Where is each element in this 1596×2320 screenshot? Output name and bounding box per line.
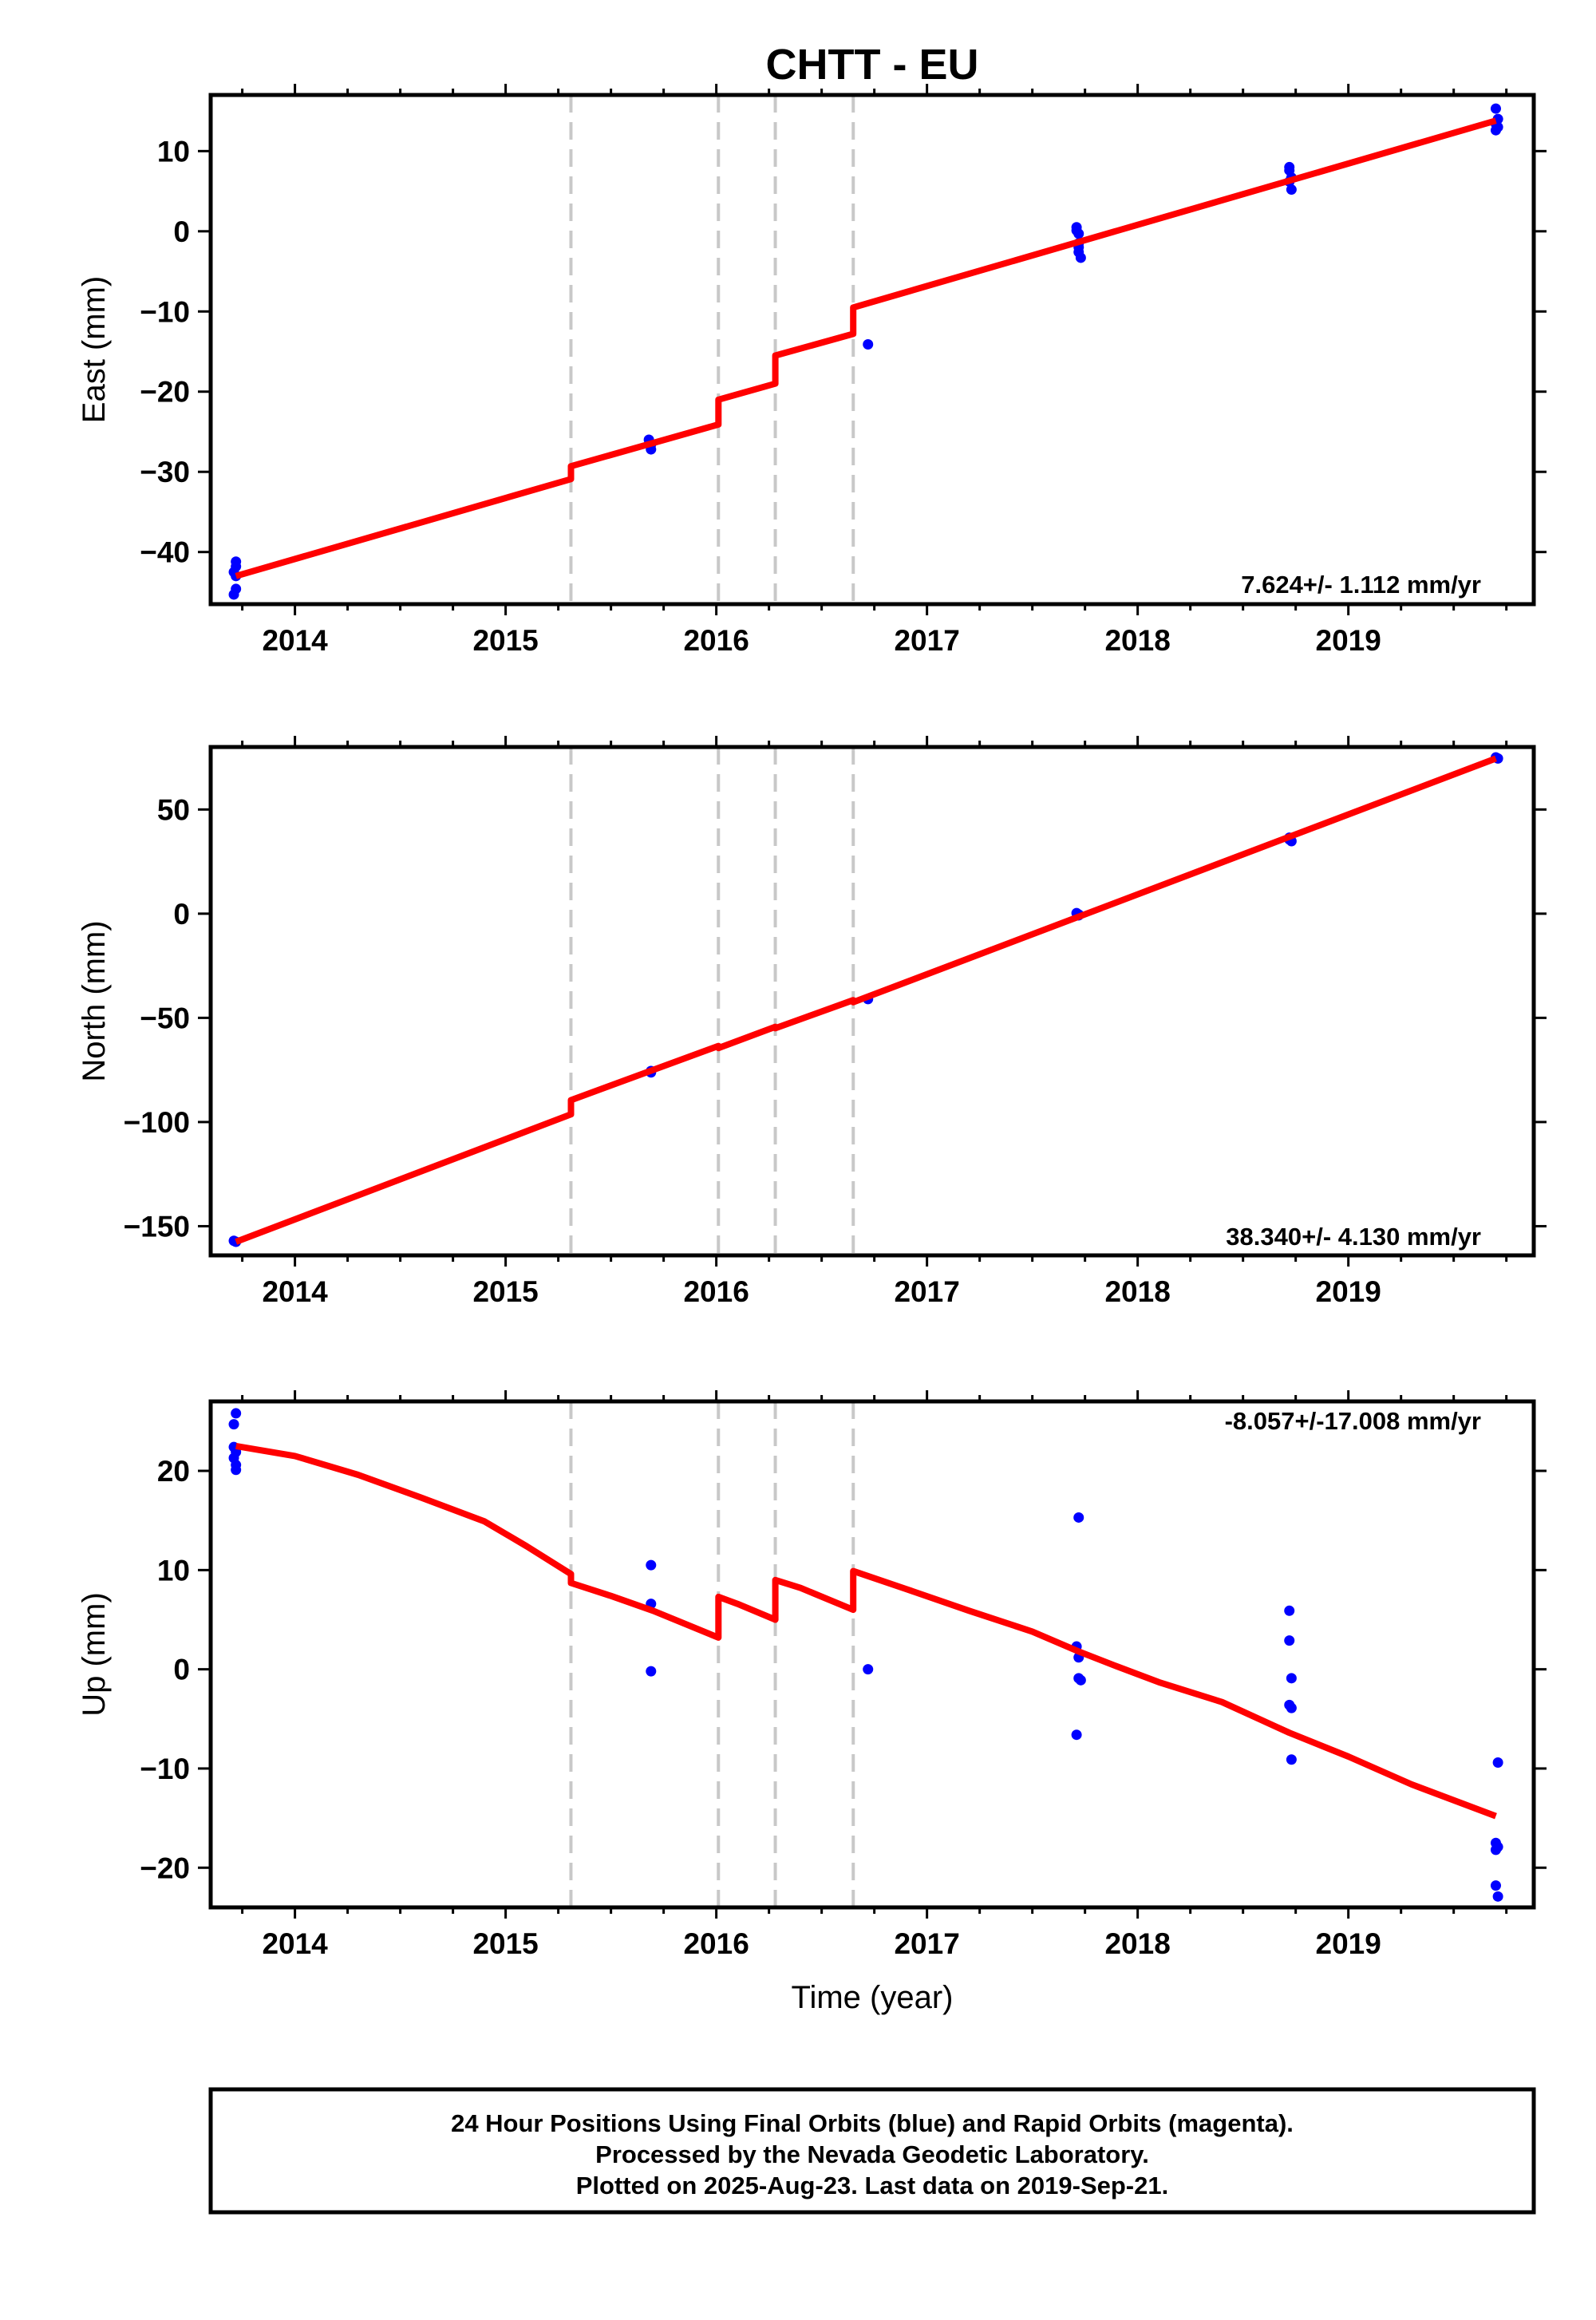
east-y-tick-label: −30 bbox=[140, 456, 190, 488]
footer-line-3: Plotted on 2025-Aug-23. Last data on 201… bbox=[576, 2172, 1168, 2199]
up-y-tick-label: −10 bbox=[140, 1753, 190, 1785]
up-point-17 bbox=[1071, 1729, 1082, 1741]
east-x-tick-label-2014: 2014 bbox=[262, 624, 328, 657]
east-y-tick-label: 0 bbox=[173, 215, 190, 248]
north-x-tick-label-2017: 2017 bbox=[894, 1275, 959, 1308]
east-point-13 bbox=[1073, 228, 1084, 239]
north-y-tick-label: 50 bbox=[157, 793, 190, 826]
east-model-line bbox=[235, 117, 1497, 579]
east-rate-label: 7.624+/- 1.112 mm/yr bbox=[1241, 571, 1481, 599]
north-x-tick-label-2019: 2019 bbox=[1316, 1275, 1381, 1308]
east-point-10 bbox=[863, 338, 874, 350]
up-y-axis-label: Up (mm) bbox=[77, 1592, 112, 1717]
up-y-tick-label: 20 bbox=[157, 1455, 190, 1488]
up-point-20 bbox=[1286, 1673, 1297, 1684]
up-point-2 bbox=[228, 1419, 239, 1430]
up-x-tick-label-2016: 2016 bbox=[683, 1927, 749, 1960]
north-panel: 2014 2015 2016 2017 2018 2019 −150 −100 −50 0 50 No… bbox=[77, 736, 1547, 1308]
up-x-tick-label-2015: 2015 bbox=[472, 1927, 538, 1960]
up-x-tick-label-2017: 2017 bbox=[894, 1927, 959, 1960]
north-x-tick-label-2014: 2014 bbox=[262, 1275, 328, 1308]
east-x-tick-label-2017: 2017 bbox=[894, 624, 959, 657]
up-point-7 bbox=[231, 1464, 242, 1476]
north-y-tick-label: −50 bbox=[140, 1002, 190, 1034]
up-point-10 bbox=[646, 1666, 657, 1677]
north-y-axis-label: North (mm) bbox=[77, 920, 112, 1081]
up-x-tick-label-2019: 2019 bbox=[1316, 1927, 1381, 1960]
up-point-24 bbox=[1492, 1757, 1503, 1769]
east-y-tick-label: −20 bbox=[140, 376, 190, 409]
up-point-18 bbox=[1284, 1605, 1295, 1616]
up-point-8 bbox=[646, 1559, 657, 1571]
up-point-27 bbox=[1490, 1844, 1501, 1856]
up-point-16 bbox=[1075, 1674, 1086, 1686]
up-y-tick-label: −20 bbox=[140, 1852, 190, 1884]
up-y-tick-label: 0 bbox=[173, 1654, 190, 1686]
footer-line-1: 24 Hour Positions Using Final Orbits (bl… bbox=[451, 2109, 1294, 2137]
up-point-19 bbox=[1284, 1635, 1295, 1646]
up-model-line bbox=[235, 1442, 1497, 1820]
up-point-28 bbox=[1490, 1880, 1501, 1891]
up-x-tick-label-2014: 2014 bbox=[262, 1927, 328, 1960]
north-frame bbox=[208, 745, 1536, 1258]
up-y-tick-label: 10 bbox=[157, 1554, 190, 1587]
east-x-tick-label-2018: 2018 bbox=[1104, 624, 1170, 657]
east-y-tick-label: −10 bbox=[140, 295, 190, 328]
north-y-tick-label: 0 bbox=[173, 898, 190, 931]
east-x-tick-label-2019: 2019 bbox=[1316, 624, 1381, 657]
east-x-tick-label-2015: 2015 bbox=[472, 624, 538, 657]
north-model-line bbox=[235, 755, 1497, 1245]
up-plot-area bbox=[228, 1401, 1503, 1907]
east-point-22 bbox=[1286, 184, 1297, 196]
east-frame bbox=[208, 93, 1536, 607]
up-point-11 bbox=[863, 1664, 874, 1675]
up-frame bbox=[208, 1399, 1536, 1910]
up-panel: 2014 2015 2016 2017 2018 2019 −20 −10 0 10 20 Up (m… bbox=[77, 1390, 1547, 1960]
north-rate-label: 38.340+/- 4.130 mm/yr bbox=[1226, 1223, 1481, 1251]
x-axis-label: Time (year) bbox=[792, 1980, 954, 2015]
north-y-tick-label: −150 bbox=[124, 1210, 190, 1243]
up-point-1 bbox=[231, 1408, 242, 1419]
north-x-tick-label-2016: 2016 bbox=[683, 1275, 749, 1308]
up-rate-label: -8.057+/-17.008 mm/yr bbox=[1225, 1407, 1481, 1435]
east-y-tick-label: 10 bbox=[157, 135, 190, 168]
east-y-tick-label: −40 bbox=[140, 536, 190, 569]
up-x-tick-label-2018: 2018 bbox=[1104, 1927, 1170, 1960]
north-plot-area bbox=[228, 747, 1503, 1255]
east-panel: 2014 2015 2016 2017 2018 2019 −40 −30 −20 −10 0 10 E… bbox=[77, 84, 1547, 657]
east-x-tick-label-2016: 2016 bbox=[683, 624, 749, 657]
east-y-axis-label: East (mm) bbox=[77, 276, 112, 423]
footer-box bbox=[208, 2087, 1536, 2215]
east-point-27 bbox=[1490, 124, 1501, 136]
east-plot-area bbox=[228, 95, 1503, 604]
up-point-22 bbox=[1286, 1702, 1297, 1713]
footer-line-2: Processed by the Nevada Geodetic Laborat… bbox=[595, 2140, 1149, 2168]
up-point-12 bbox=[1073, 1512, 1084, 1523]
up-point-23 bbox=[1286, 1754, 1297, 1765]
north-y-tick-label: −100 bbox=[124, 1106, 190, 1139]
north-x-tick-label-2015: 2015 bbox=[472, 1275, 538, 1308]
chart-title: CHTT - EU bbox=[766, 41, 979, 89]
east-point-17 bbox=[1075, 252, 1086, 263]
north-x-tick-label-2018: 2018 bbox=[1104, 1275, 1170, 1308]
up-point-29 bbox=[1492, 1891, 1503, 1902]
east-point-23 bbox=[1490, 103, 1501, 114]
east-point-6 bbox=[231, 583, 242, 595]
